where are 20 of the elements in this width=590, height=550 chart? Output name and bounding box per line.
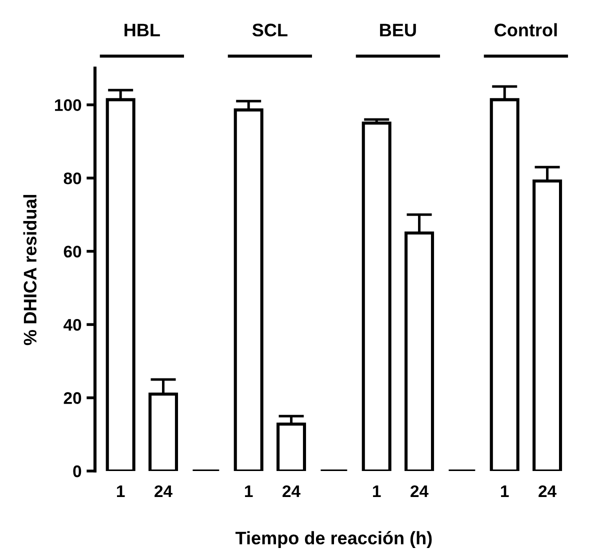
y-tick-label: 0 xyxy=(73,465,82,478)
text: Control xyxy=(494,23,557,36)
y-tick-label: 20 xyxy=(64,392,82,404)
y-tick-label: 60 xyxy=(64,246,82,258)
x-tick-label: 1 xyxy=(373,486,381,497)
text: SCL xyxy=(252,24,288,36)
x-tick-label: 1 xyxy=(501,486,509,497)
y-axis-title: % DHICA residual xyxy=(23,194,37,346)
x-axis-title: Tiempo de reacción (h) xyxy=(235,531,432,548)
x-tick-label: 24 xyxy=(410,485,428,497)
y-tick-label: 100 xyxy=(55,99,82,112)
x-tick-label: 1 xyxy=(117,486,125,497)
y-tick-label: 40 xyxy=(64,318,82,331)
text: HBL xyxy=(124,24,160,36)
x-tick-label: 24 xyxy=(154,485,172,497)
x-tick-label: 24 xyxy=(282,485,300,497)
y-tick-label: 80 xyxy=(64,172,82,184)
text: BEU xyxy=(380,24,416,36)
x-tick-label: 1 xyxy=(245,486,253,497)
x-tick-label: 24 xyxy=(538,485,556,497)
